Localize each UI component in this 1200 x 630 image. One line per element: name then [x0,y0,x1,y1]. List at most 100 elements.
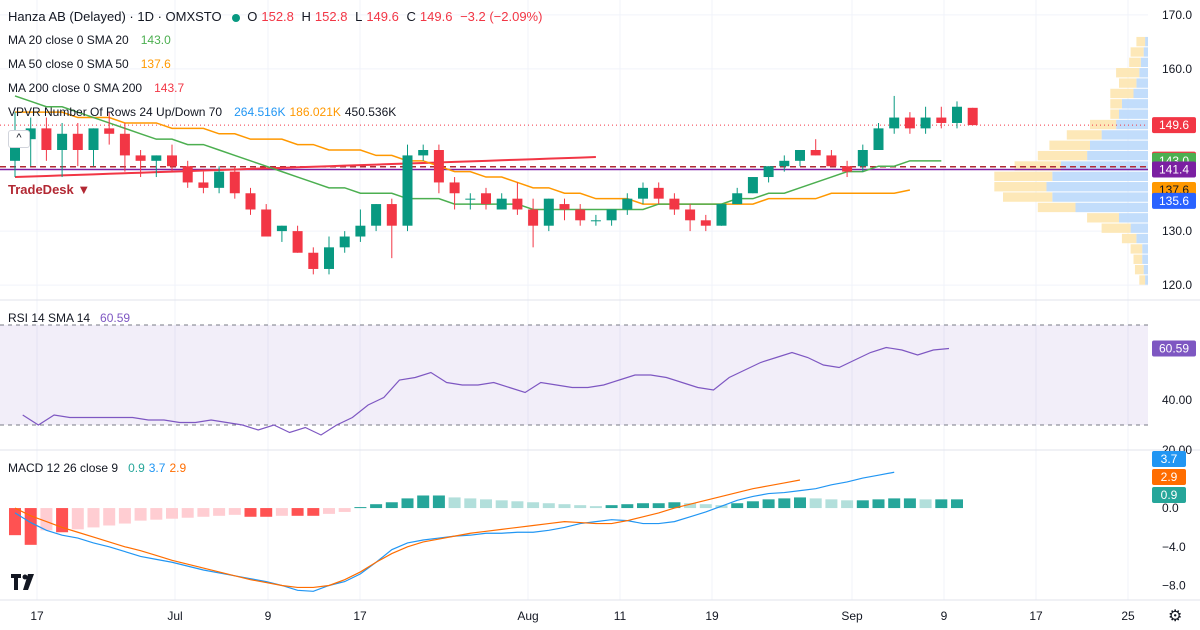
ma200-value: 143.7 [154,81,185,95]
candle-body [857,150,868,167]
macd-histogram-bar [951,499,963,509]
vpvr-up-value: 264.516K [234,105,286,119]
volume-profile-down-bar [1133,254,1143,264]
macd-label: MACD 12 26 close 9 [8,461,119,475]
volume-profile-down-bar [1121,233,1137,244]
candle-body [245,193,256,210]
price-badge: 141.4 [1152,161,1196,178]
macd-histogram-bar [684,503,697,509]
time-tick-label: 25 [1121,609,1135,623]
macd-histogram-bar [370,504,383,509]
macd-line-value: 3.7 [148,461,166,475]
time-tick-label: 9 [941,609,948,623]
candle-body [716,204,727,226]
candle-body [308,252,319,269]
candle-body [167,155,177,167]
macd-badge: 0.9 [1152,487,1186,503]
volume-profile-up-bar [1143,47,1148,57]
macd-histogram-bar [40,508,53,531]
ma20-legend[interactable]: MA 20 close 0 SMA 20 143.0 [8,32,175,48]
volume-profile-down-bar [1129,57,1141,68]
volume-profile-down-bar [1003,192,1053,202]
ma50-legend[interactable]: MA 50 close 0 SMA 50 137.6 [8,56,175,72]
price-badge-label: 149.6 [1159,118,1189,132]
time-tick-label: 19 [705,609,719,623]
volume-profile-up-bar [1052,171,1148,182]
time-tick-label: Sep [841,609,863,623]
macd-hist-value: 0.9 [128,461,145,475]
vpvr-down-value: 186.021K [289,105,341,119]
volume-profile-up-bar [1143,264,1148,275]
volume-profile-up-bar [1075,202,1148,213]
rsi-band [0,325,1148,425]
candle-body [481,193,491,205]
candle-body [747,177,758,194]
candle-body [622,198,633,210]
macd-histogram-bar [71,508,84,530]
candle-body [826,155,837,167]
candle-body [543,198,554,226]
volume-profile-up-bar [1145,36,1148,47]
volume-profile-down-bar [1110,109,1119,119]
price-tick-label: 120.0 [1162,278,1192,292]
price-tick-label: 130.0 [1162,224,1192,238]
rsi-legend[interactable]: RSI 14 SMA 14 60.59 [8,310,134,326]
volume-profile-down-bar [1110,99,1122,109]
price-badge: 149.6 [1152,117,1196,134]
macd-histogram-bar [778,498,791,509]
settings-gear-icon[interactable]: ⚙ [1168,608,1183,625]
rsi-label: RSI 14 SMA 14 [8,311,91,325]
candle-body [669,198,680,210]
candle-body [496,198,507,210]
vpvr-legend[interactable]: VPVR Number Of Rows 24 Up/Down 70 264.516… [8,104,400,120]
macd-legend[interactable]: MACD 12 26 close 9 0.9 3.7 2.9 [8,460,190,476]
ma20-line [14,95,942,211]
candle-body [873,128,884,150]
macd-tick-label: 0.0 [1162,501,1179,515]
macd-histogram-bar [872,499,885,509]
candle-body [386,204,397,226]
candles [10,95,978,275]
macd-badge-label: 0.9 [1161,488,1178,502]
time-tick-label: 11 [614,609,627,623]
candle-body [151,155,162,161]
candle-body [88,128,99,150]
macd-histogram-bar [197,508,210,517]
ma200-label: MA 200 close 0 SMA 200 [8,81,143,95]
macd-histogram-bar [888,498,901,509]
candle-body [700,220,711,226]
candle-body [606,209,617,221]
volume-profile-down-bar [1014,161,1061,171]
symbol-legend: Hanza AB (Delayed) · 1D · OMXSTO O 152.8 … [8,9,546,25]
volume-profile-up-bar [1046,182,1148,192]
price-badge: 135.6 [1152,192,1196,209]
time-tick-label: Jul [167,609,182,623]
tradedesk-label[interactable]: TradeDesk ▼ [8,182,91,197]
volume-profile-down-bar [1087,213,1119,223]
candle-body [355,225,366,237]
tradingview-logo-icon[interactable] [8,568,38,594]
macd-histogram-bar [213,508,226,516]
candle-body [57,133,68,150]
macd-histogram-bar [495,500,508,509]
rsi-badge-label: 60.59 [1159,342,1189,356]
candle-body [904,117,915,129]
volume-profile-down-bar [1119,78,1137,88]
candle-body [276,225,287,232]
macd-histogram-bar [323,508,335,514]
rsi-badge: 60.59 [1152,340,1196,357]
macd-histogram-bar [527,502,540,509]
candle-body [229,171,240,194]
candle-body [936,117,947,123]
volume-profile-up-bar [1090,140,1148,150]
collapse-legend-button[interactable]: ^ [8,130,30,148]
vpvr-total-value: 450.536K [344,105,397,119]
ma20-value: 143.0 [140,33,171,47]
macd-histogram-bar [903,498,916,509]
macd-histogram-bar [338,508,351,512]
time-tick-label: 17 [353,609,367,623]
candle-body [10,139,20,161]
ma200-legend[interactable]: MA 200 close 0 SMA 200 143.7 [8,80,188,96]
macd-histogram-bar [935,499,948,509]
